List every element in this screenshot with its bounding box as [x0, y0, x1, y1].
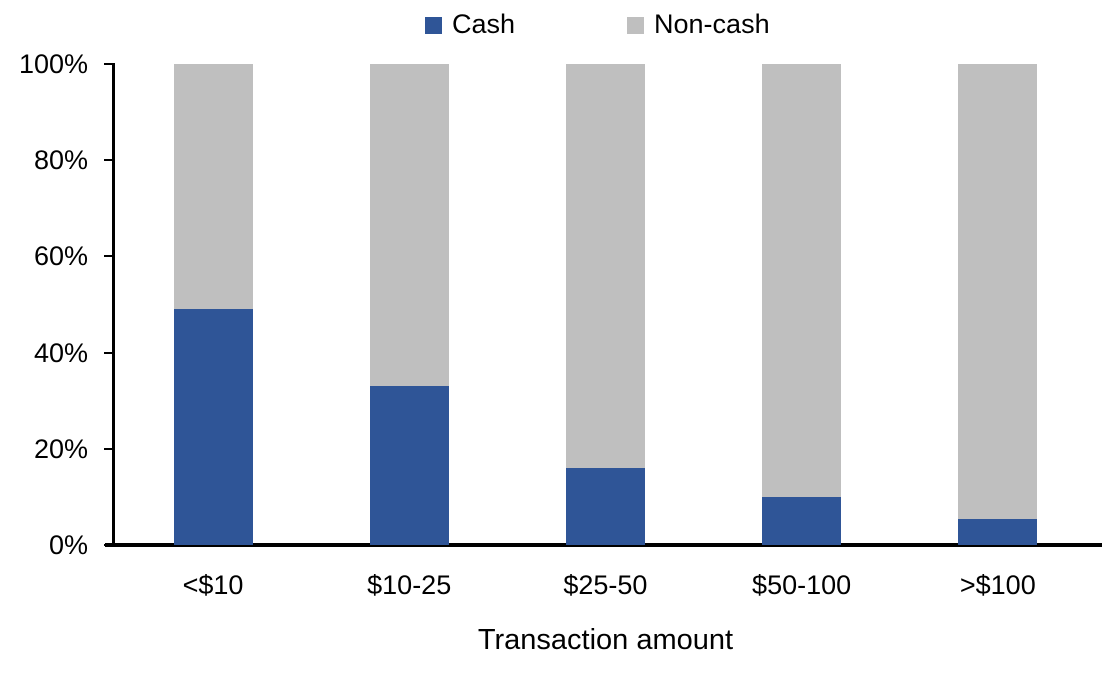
bar-segment-noncash: [762, 64, 842, 497]
y-tick-label: 60%: [33, 241, 88, 272]
y-tick-label: 80%: [33, 145, 88, 176]
legend-item-cash: Cash: [425, 11, 515, 38]
bar-segment-noncash: [369, 64, 449, 387]
bar-segment-cash: [762, 496, 842, 545]
y-axis-tick: [104, 63, 115, 65]
bar-2: [369, 64, 449, 545]
x-tick-label: <$10: [182, 570, 244, 600]
x-axis-line: [105, 543, 1102, 547]
y-tick-label: 0%: [48, 530, 88, 560]
bar-segment-cash: [566, 468, 645, 545]
bar-1: [173, 64, 253, 545]
bar-segment-cash: [369, 386, 449, 545]
x-axis-title: Transaction amount: [477, 624, 734, 656]
legend-swatch-cash-icon: [425, 17, 442, 34]
legend-label-noncash: Non-cash: [654, 9, 770, 39]
x-tick-label: >$100: [959, 570, 1036, 600]
x-tick-label: $50-100: [752, 570, 852, 600]
legend-label-cash: Cash: [452, 9, 516, 39]
y-axis-line: [112, 64, 115, 545]
bar-5: [958, 64, 1038, 545]
y-axis-tick: [104, 447, 115, 450]
chart-legend: Cash Non-cash: [425, 11, 770, 38]
bar-4: [762, 64, 842, 545]
x-tick-label: $25-50: [563, 570, 648, 600]
bar-segment-noncash: [566, 64, 645, 469]
x-tick-label: $10-25: [367, 570, 452, 600]
y-tick-label: 40%: [33, 337, 88, 368]
y-axis-tick: [104, 255, 115, 258]
bar-3: [566, 64, 645, 545]
bar-segment-cash: [173, 309, 253, 545]
y-axis-tick: [104, 351, 115, 354]
y-axis-tick: [104, 159, 115, 162]
legend-swatch-noncash-icon: [627, 17, 645, 34]
y-tick-label: 100%: [18, 49, 88, 79]
bar-segment-noncash: [958, 64, 1038, 519]
legend-item-noncash: Non-cash: [627, 11, 770, 38]
y-axis-tick: [104, 544, 115, 546]
y-tick-label: 20%: [33, 433, 88, 464]
bar-segment-noncash: [173, 64, 253, 310]
bar-segment-cash: [958, 518, 1038, 545]
